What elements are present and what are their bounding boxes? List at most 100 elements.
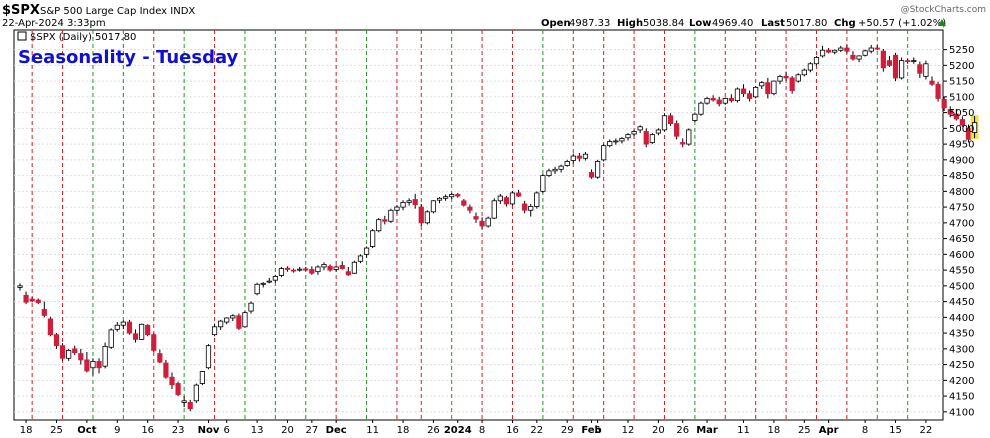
candle: [497, 193, 503, 204]
candle: [266, 277, 272, 284]
candle: [303, 266, 309, 272]
candle-body: [163, 362, 169, 378]
candle: [35, 298, 41, 305]
candle-body: [722, 98, 728, 104]
candle-body: [929, 80, 935, 85]
y-tick-label: 4850: [949, 171, 974, 182]
candle-body: [570, 155, 576, 161]
candle-body: [935, 83, 941, 99]
candle: [576, 152, 582, 162]
candle: [260, 282, 266, 288]
candle-body: [947, 109, 953, 115]
candle-body: [394, 206, 400, 211]
candle-body: [424, 211, 430, 224]
candle: [327, 264, 333, 272]
candle-body: [47, 318, 54, 336]
candle: [631, 129, 637, 137]
candle: [108, 328, 114, 349]
candle-body: [35, 299, 41, 303]
candle-body: [473, 216, 479, 220]
candle: [473, 212, 479, 223]
candle-body: [53, 334, 60, 347]
candle-body: [315, 266, 321, 273]
x-tick-label: 29: [561, 425, 574, 436]
candle-body: [169, 376, 175, 386]
candle-body: [619, 138, 625, 142]
candle-body: [339, 264, 345, 269]
candle-body: [442, 196, 449, 199]
candle-body: [868, 47, 874, 52]
candle: [588, 169, 595, 179]
candle: [740, 84, 747, 97]
chart-title: Seasonality - Tuesday: [18, 47, 239, 68]
candle-body: [266, 280, 272, 283]
candle-body: [157, 353, 163, 363]
candle: [315, 265, 321, 275]
candle: [376, 218, 382, 233]
candle: [795, 73, 801, 83]
watermark: @StockCharts.com: [901, 5, 986, 15]
candle-body: [151, 334, 157, 351]
tuesday-markers: [31, 30, 909, 420]
candle-body: [303, 268, 309, 271]
candle-body: [819, 49, 826, 57]
candle-body: [546, 170, 552, 176]
candle: [72, 345, 78, 356]
candle: [17, 283, 23, 291]
candle-body: [436, 197, 443, 201]
candle: [418, 203, 424, 226]
candle: [619, 137, 625, 144]
candle: [394, 205, 400, 215]
candle-body: [862, 50, 868, 56]
datetime-label: 22-Apr-2024 3:33pm: [2, 18, 106, 29]
candle: [309, 266, 315, 275]
candle: [522, 200, 528, 214]
x-tick-label: 20: [281, 425, 294, 436]
x-tick-label: 9: [114, 425, 120, 436]
candle-body: [351, 261, 358, 274]
symbol-label: $SPX: [2, 3, 40, 18]
candle-body: [674, 123, 680, 137]
candle-body: [747, 93, 753, 99]
candle-body: [613, 140, 619, 143]
candle-body: [41, 309, 47, 316]
candle: [947, 106, 953, 118]
candle: [455, 192, 461, 198]
candle-body: [953, 113, 959, 120]
candle-body: [503, 197, 510, 205]
candle-body: [449, 194, 455, 198]
candle: [734, 87, 741, 103]
candle-body: [327, 265, 333, 271]
candle-body: [813, 57, 820, 65]
candle-body: [205, 345, 212, 369]
candle: [278, 266, 285, 278]
legend-text: $SPX (Daily) 5017.80: [30, 32, 136, 43]
candle-body: [187, 401, 193, 410]
candle-body: [370, 230, 376, 247]
x-tick-label: Feb: [581, 425, 601, 436]
candle: [680, 138, 686, 148]
candle: [868, 44, 874, 54]
candle-body: [357, 255, 364, 262]
candle-body: [643, 131, 649, 145]
candle-body: [181, 400, 187, 403]
y-tick-label: 5000: [949, 124, 974, 135]
candle: [728, 94, 734, 103]
candle: [126, 319, 133, 335]
candle-body: [363, 247, 370, 255]
candle: [41, 301, 47, 318]
low-label: Low: [689, 18, 711, 29]
candle: [132, 329, 139, 343]
candle-body: [850, 54, 856, 60]
candle-body: [72, 348, 78, 354]
candle-body: [485, 217, 491, 227]
candle: [406, 198, 412, 206]
x-tick-label: 12: [622, 425, 635, 436]
y-tick-label: 4100: [949, 407, 974, 418]
candle-body: [765, 82, 771, 95]
x-tick-label: 26: [427, 425, 440, 436]
candle-body: [284, 267, 291, 270]
candle-body: [558, 165, 564, 170]
candle-body: [734, 88, 741, 102]
candle-body: [491, 200, 497, 219]
